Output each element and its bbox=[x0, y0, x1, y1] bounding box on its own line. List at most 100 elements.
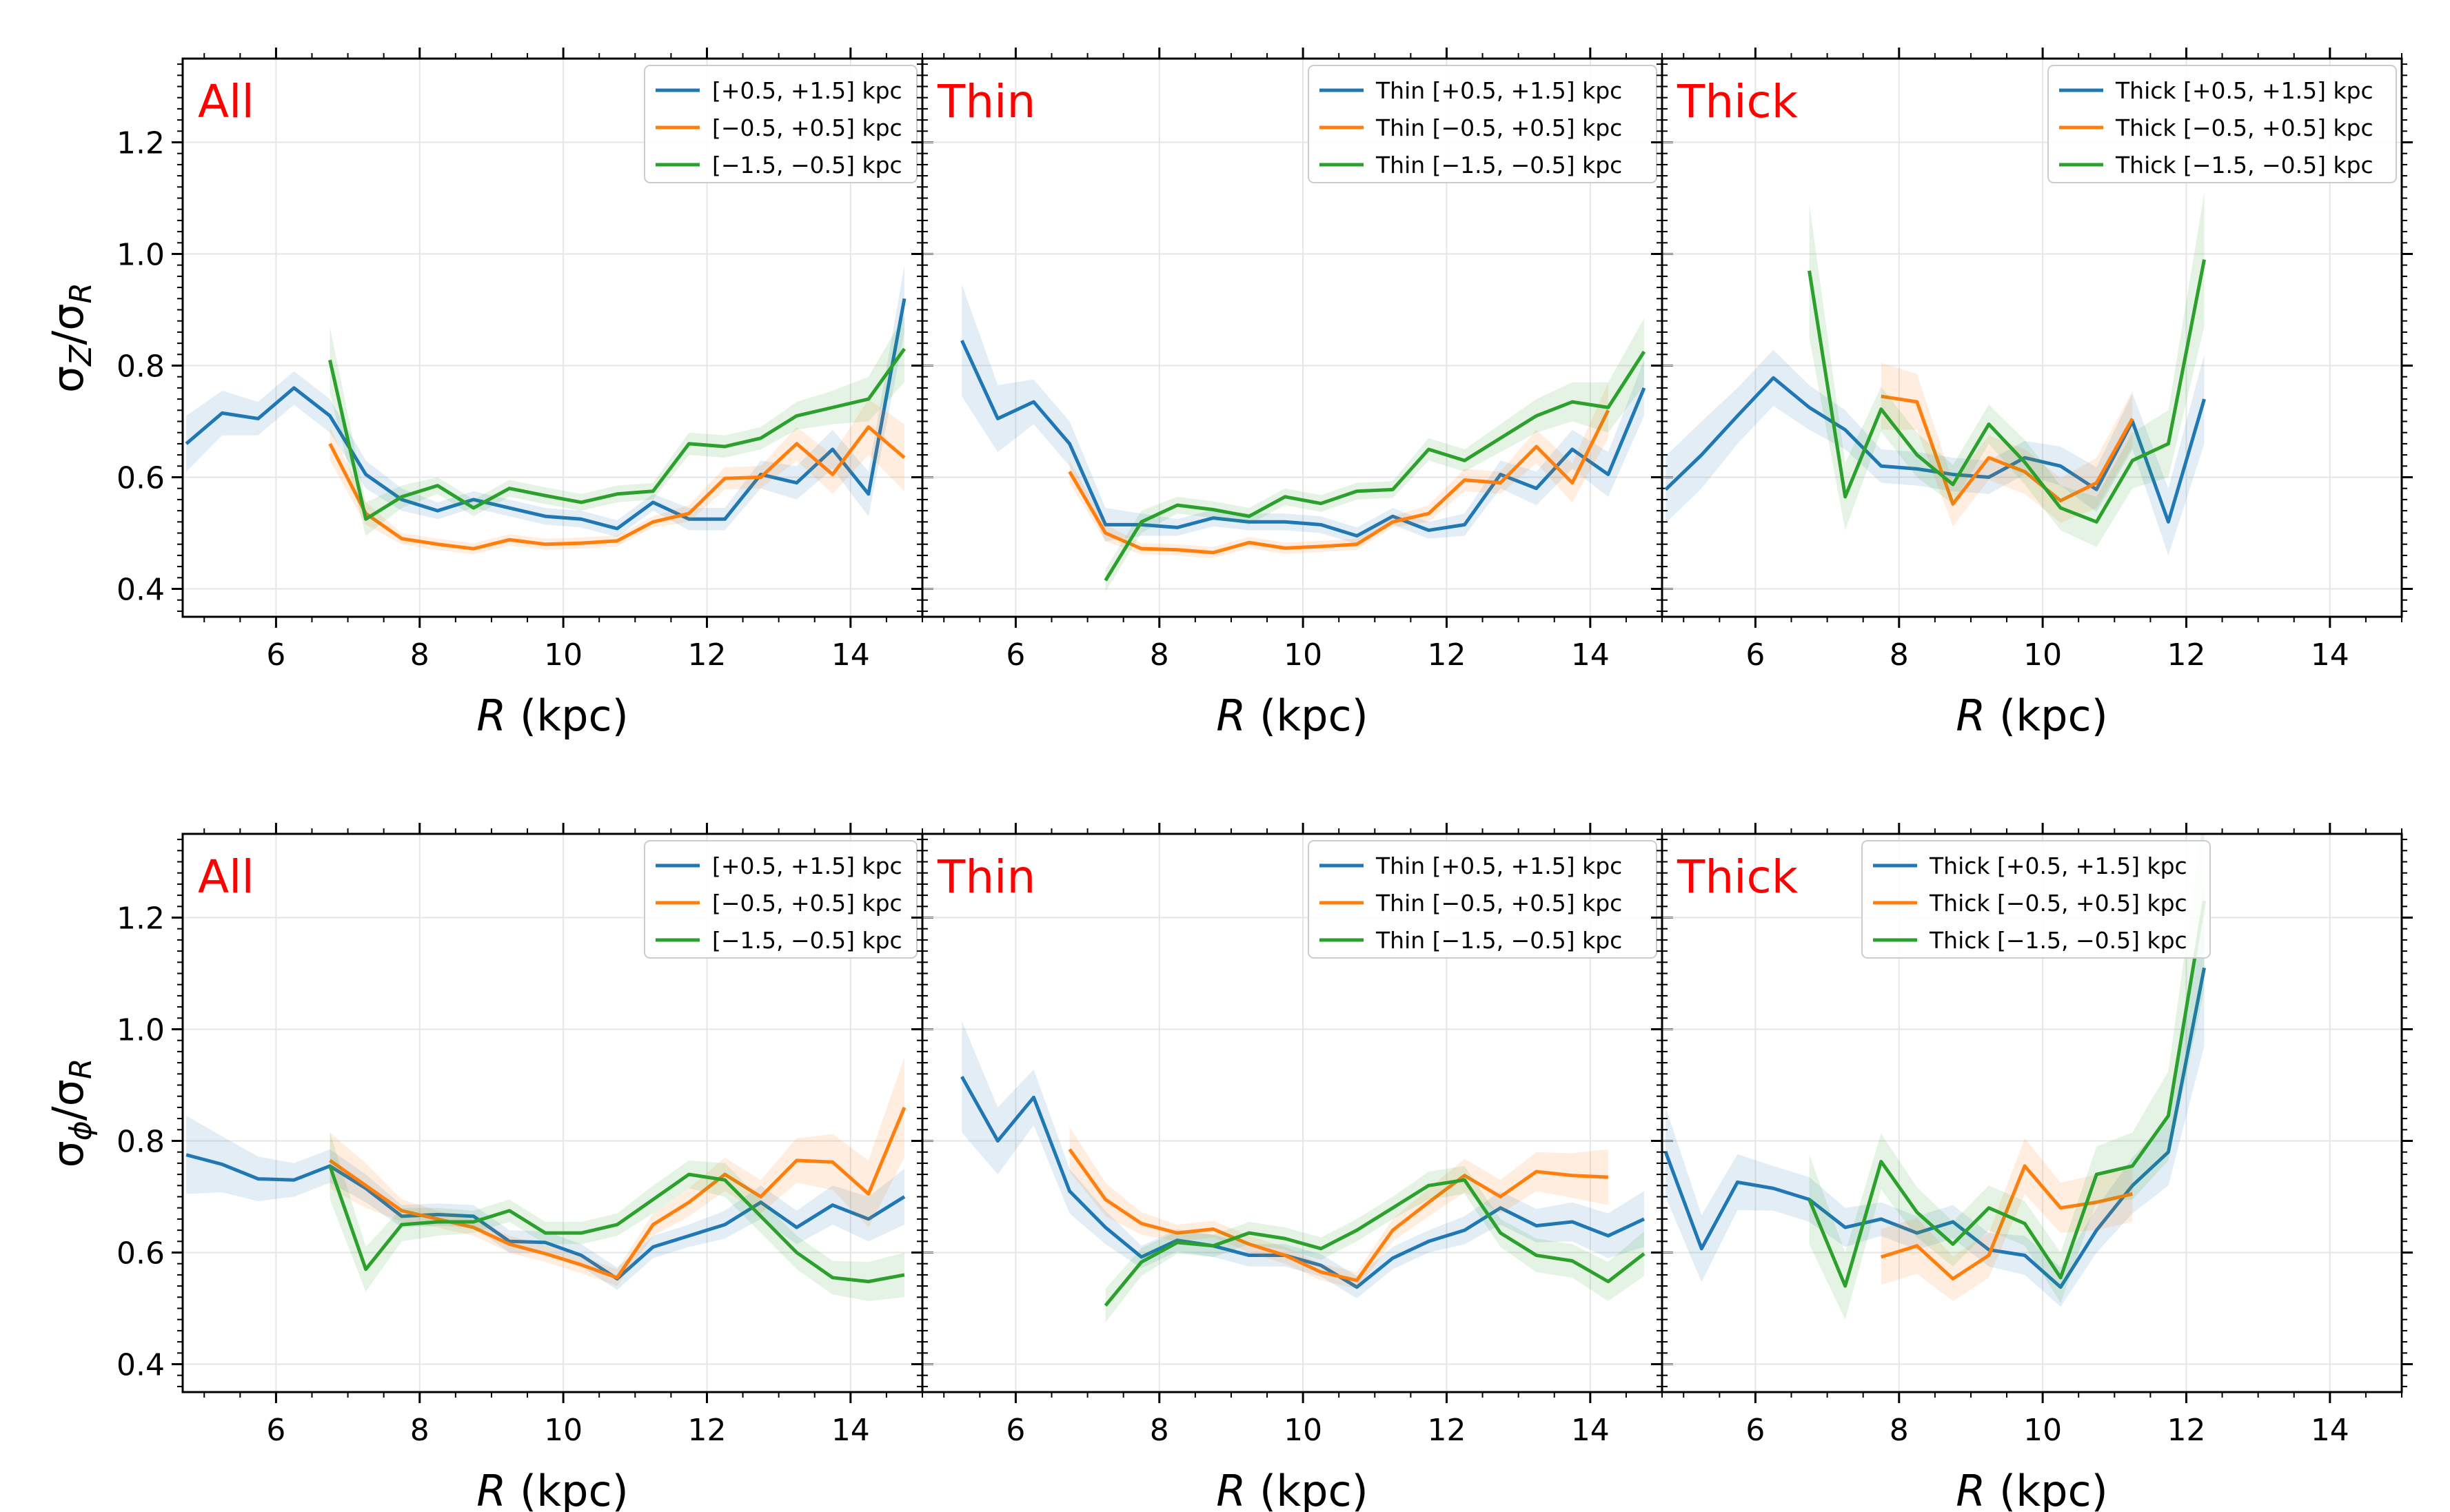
y-tick-label: 0.6 bbox=[117, 461, 165, 496]
x-tick-label: 8 bbox=[1150, 637, 1169, 673]
x-tick-label: 14 bbox=[1571, 1413, 1610, 1448]
legend: [+0.5, +1.5] kpc [−0.5, +0.5] kpc [−1.5, −… bbox=[644, 840, 918, 959]
y-tick-label: 0.4 bbox=[117, 1348, 165, 1383]
axes-frame bbox=[1661, 832, 2403, 1393]
series-band bbox=[1666, 890, 2205, 1307]
data-layer bbox=[1664, 192, 2206, 555]
x-axis-label: R (kpc) bbox=[1216, 691, 1368, 741]
data-layer bbox=[185, 265, 907, 555]
x-tick-label: 10 bbox=[544, 637, 583, 673]
x-axis-variable: R bbox=[1216, 1466, 1246, 1512]
x-tick-label: 8 bbox=[410, 637, 429, 673]
series-band bbox=[1881, 1138, 2133, 1301]
legend-label: Thin [+0.5, +1.5] kpc bbox=[1375, 77, 1622, 104]
y-label-slash: / bbox=[43, 331, 93, 345]
x-axis-unit: (kpc) bbox=[1985, 691, 2107, 741]
legend-label: Thick [+0.5, +1.5] kpc bbox=[2115, 77, 2373, 104]
x-axis-variable: R bbox=[1216, 691, 1246, 741]
panel-1-1: 6 8 10 12 14 R (kpc) Thin Thin [+0.5, +1.5] kpc… bbox=[911, 823, 1673, 1512]
y-label-sigma-den: σ bbox=[43, 303, 93, 330]
series-line bbox=[1104, 1178, 1646, 1307]
y-label-slash: / bbox=[43, 1106, 93, 1121]
y-label-den-sub: R bbox=[63, 283, 99, 304]
legend: Thick [+0.5, +1.5] kpc Thick [−0.5, +0.5]… bbox=[2047, 65, 2397, 183]
legend-box bbox=[1861, 840, 2211, 959]
series-line bbox=[1068, 1148, 1608, 1283]
series-line bbox=[1808, 900, 2206, 1288]
y-label-sigma-den: σ bbox=[43, 1079, 93, 1106]
panel-0-1: 6 8 10 12 14 R (kpc) Thin Thin [+0.5, +1.5] kpc… bbox=[911, 48, 1673, 741]
legend-label: [+0.5, +1.5] kpc bbox=[712, 852, 902, 879]
legend-box bbox=[2047, 65, 2397, 183]
y-label-den-sub: R bbox=[63, 1058, 99, 1079]
x-axis-label: R (kpc) bbox=[1956, 1466, 2108, 1512]
x-tick-label: 10 bbox=[1284, 637, 1322, 673]
data-layer bbox=[1663, 834, 2206, 1320]
series-band bbox=[186, 265, 904, 538]
x-axis-unit: (kpc) bbox=[1985, 1466, 2107, 1512]
x-tick-label: 10 bbox=[544, 1413, 583, 1448]
panel-tag: Thin bbox=[937, 850, 1035, 903]
axes-frame bbox=[1661, 57, 2403, 618]
x-tick-label: 6 bbox=[1006, 1413, 1025, 1448]
legend: Thin [+0.5, +1.5] kpc Thin [−0.5, +0.5] k… bbox=[1308, 65, 1657, 183]
legend-label: Thick [−0.5, +0.5] kpc bbox=[1929, 890, 2187, 917]
y-label-sub: ϕ bbox=[63, 1121, 99, 1141]
panel-tag: Thin bbox=[937, 75, 1035, 128]
series-line bbox=[960, 1076, 1646, 1289]
x-tick-label: 12 bbox=[2167, 637, 2205, 673]
x-tick-label: 6 bbox=[266, 1413, 285, 1448]
legend-label: [−0.5, +0.5] kpc bbox=[712, 114, 902, 141]
x-tick-label: 12 bbox=[687, 637, 726, 673]
series-line bbox=[328, 425, 906, 551]
x-axis-label: R (kpc) bbox=[476, 691, 629, 741]
y-tick-label: 1.0 bbox=[117, 238, 165, 273]
x-tick-label: 6 bbox=[1745, 1413, 1765, 1448]
x-axis-variable: R bbox=[1956, 691, 1985, 741]
data-layer bbox=[185, 1057, 907, 1301]
x-tick-label: 12 bbox=[2167, 1413, 2205, 1448]
legend-label: Thin [−0.5, +0.5] kpc bbox=[1375, 114, 1622, 141]
y-tick-label: 1.2 bbox=[117, 901, 165, 937]
legend-label: [−1.5, −0.5] kpc bbox=[712, 927, 902, 954]
data-layer bbox=[960, 1021, 1646, 1322]
y-tick-label: 1.0 bbox=[117, 1013, 165, 1048]
x-tick-label: 6 bbox=[1006, 637, 1025, 673]
y-axis-label: σZ/σR bbox=[43, 283, 99, 393]
x-tick-label: 8 bbox=[1150, 1413, 1169, 1448]
panel-0-2: 6 8 10 12 14 R (kpc) Thick Thick [+0.5, +1.5] k… bbox=[1651, 48, 2413, 741]
legend: Thick [+0.5, +1.5] kpc Thick [−0.5, +0.5]… bbox=[1861, 840, 2211, 959]
x-tick-label: 14 bbox=[831, 1413, 870, 1448]
x-axis-label: R (kpc) bbox=[476, 1466, 629, 1512]
x-tick-label: 12 bbox=[1427, 637, 1466, 673]
series-line bbox=[329, 1106, 907, 1280]
legend-label: [+0.5, +1.5] kpc bbox=[712, 77, 902, 104]
legend-label: Thick [−1.5, −0.5] kpc bbox=[2115, 152, 2373, 178]
x-tick-label: 14 bbox=[1571, 637, 1610, 673]
panel-tag: All bbox=[198, 75, 254, 128]
y-tick-label: 0.4 bbox=[117, 573, 165, 608]
legend-box bbox=[1308, 65, 1657, 183]
series-line bbox=[1068, 409, 1610, 555]
legend-label: Thick [+0.5, +1.5] kpc bbox=[1929, 852, 2187, 879]
series-band bbox=[1069, 1127, 1608, 1289]
x-tick-label: 10 bbox=[2023, 1413, 2062, 1448]
series-line bbox=[1104, 350, 1646, 582]
x-axis-variable: R bbox=[476, 1466, 506, 1512]
x-tick-label: 8 bbox=[1890, 1413, 1909, 1448]
x-tick-label: 14 bbox=[2311, 637, 2349, 673]
legend-label: Thin [−1.5, −0.5] kpc bbox=[1375, 927, 1622, 954]
legend-label: [−1.5, −0.5] kpc bbox=[712, 152, 902, 178]
legend-label: Thick [−1.5, −0.5] kpc bbox=[1929, 927, 2187, 954]
legend-label: Thin [+0.5, +1.5] kpc bbox=[1375, 852, 1622, 879]
series-band bbox=[1809, 192, 2205, 547]
series-line bbox=[1881, 394, 2134, 506]
series-band bbox=[962, 1021, 1644, 1298]
series-line bbox=[328, 1165, 905, 1284]
x-axis-unit: (kpc) bbox=[506, 1466, 628, 1512]
x-tick-label: 8 bbox=[410, 1413, 429, 1448]
x-axis-unit: (kpc) bbox=[1246, 1466, 1368, 1512]
series-line bbox=[185, 1153, 906, 1281]
